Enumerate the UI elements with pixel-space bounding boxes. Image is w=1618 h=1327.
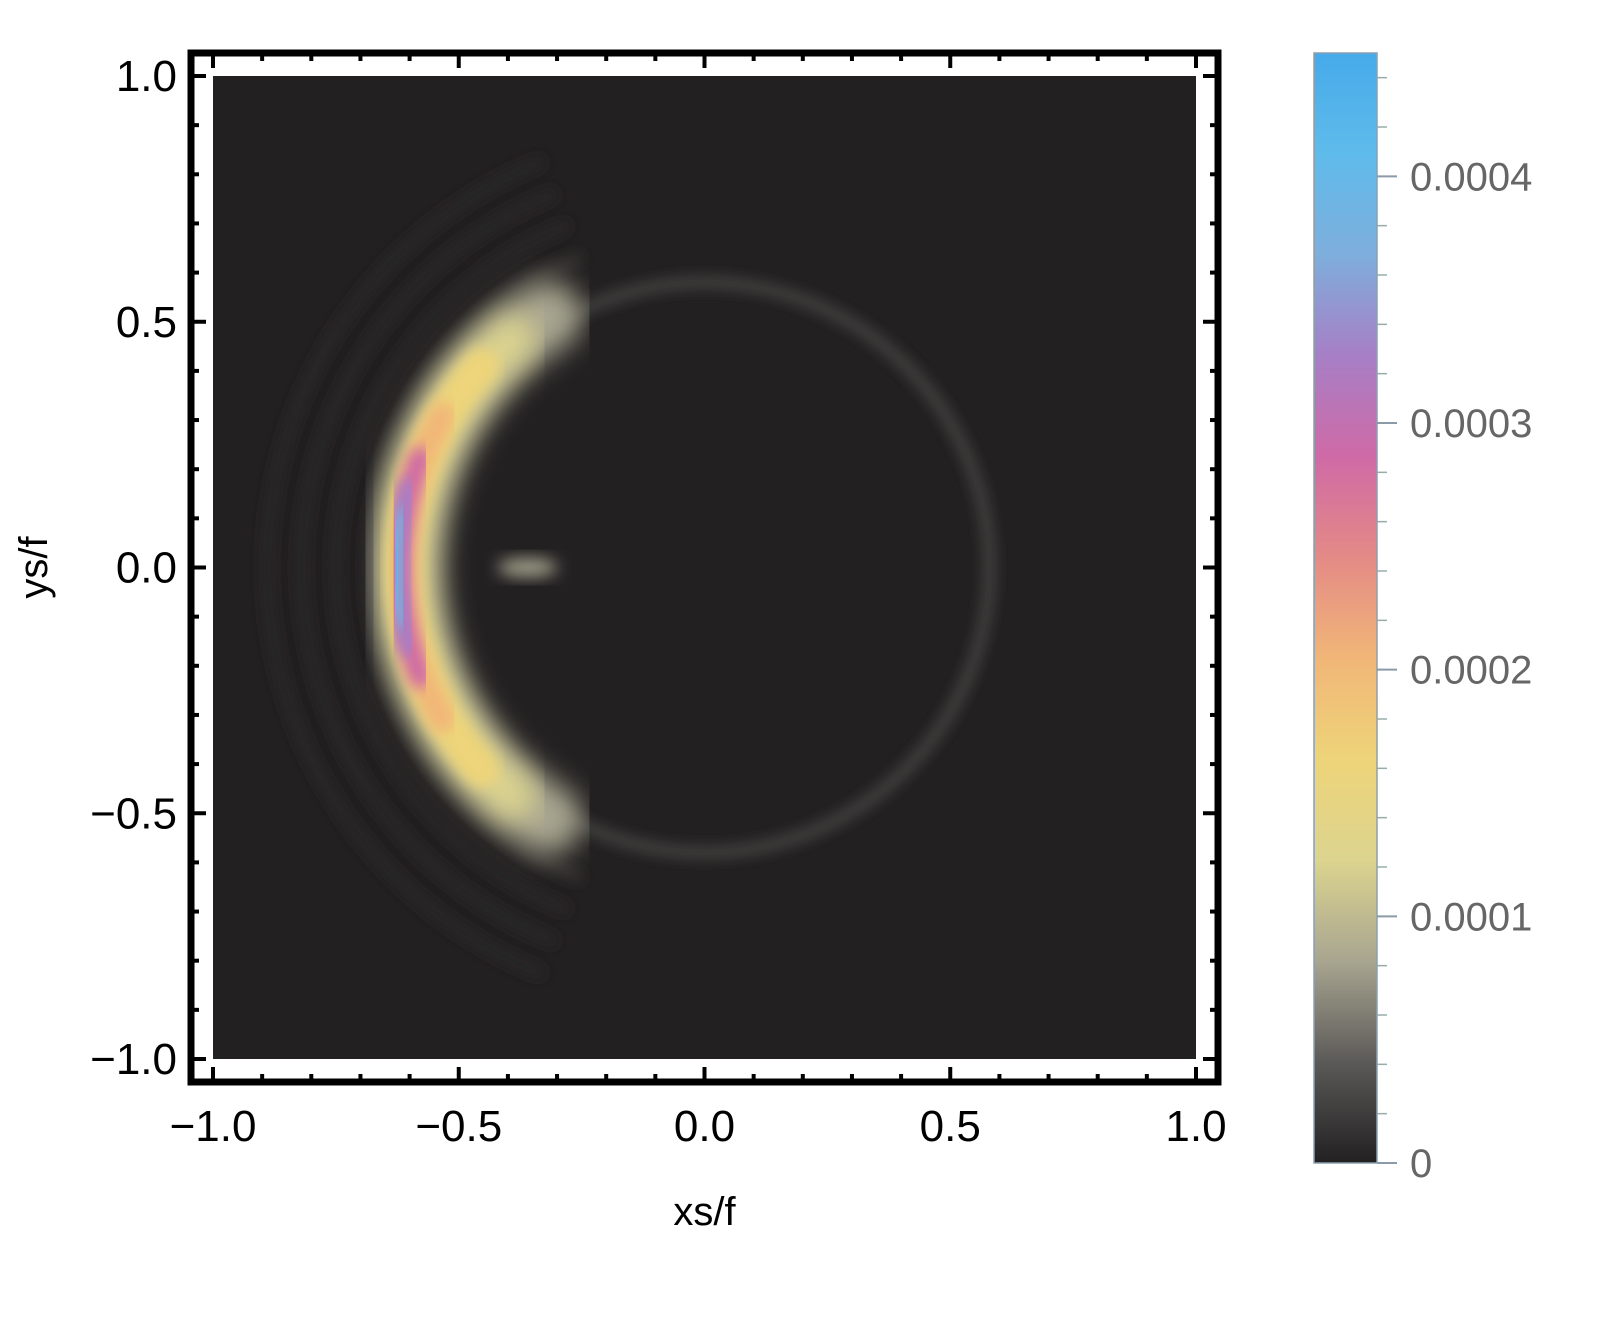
x-tick-label: 0.5	[920, 1102, 981, 1151]
y-axis-label: ys/f	[12, 536, 56, 599]
x-ticks: −1.0 −0.5 0.0 0.5 1.0	[170, 53, 1227, 1151]
x-tick-label: 1.0	[1165, 1102, 1226, 1151]
x-tick-label: −1.0	[170, 1102, 257, 1151]
center-spot	[497, 558, 558, 577]
colorbar-ticks: 0 0.0001 0.0002 0.0003 0.0004	[1377, 76, 1532, 1186]
ripple-ring	[331, 220, 571, 915]
y-tick-label: −1.0	[90, 1035, 177, 1084]
colorbar-tick-label: 0.0003	[1410, 402, 1532, 446]
colorbar-tick-label: 0	[1410, 1142, 1432, 1186]
x-tick-label: 0.0	[674, 1102, 735, 1151]
y-tick-label: 0.5	[116, 298, 177, 347]
heatmap-layer	[262, 156, 995, 979]
colorbar-tick-label: 0.0001	[1410, 895, 1532, 939]
colorbar-tick-label: 0.0002	[1410, 649, 1532, 693]
colorbar	[1313, 52, 1378, 1164]
y-ticks: −1.0 −0.5 0.0 0.5 1.0	[90, 52, 1218, 1084]
y-tick-label: 1.0	[116, 52, 177, 101]
y-tick-label: 0.0	[116, 544, 177, 593]
heatmap-background	[213, 76, 1196, 1059]
ripple-ring	[365, 252, 584, 883]
ripple-ring	[262, 156, 546, 979]
x-tick-label: −0.5	[415, 1102, 502, 1151]
x-axis-label: xs/f	[673, 1190, 736, 1234]
colorbar-tick-label: 0.0004	[1410, 155, 1532, 199]
ripple-ring	[296, 188, 558, 947]
y-tick-label: −0.5	[90, 789, 177, 838]
